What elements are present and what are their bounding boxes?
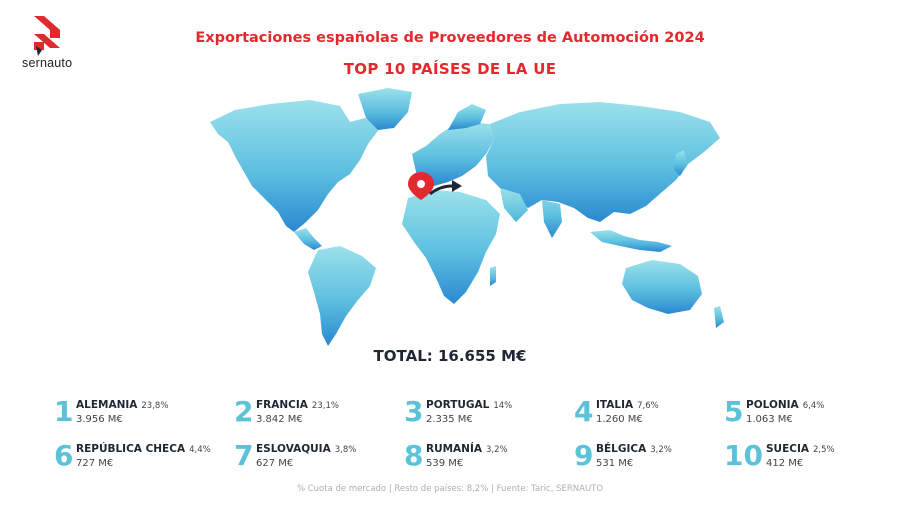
country-share: 3,2%: [486, 445, 508, 455]
japan-shape: [674, 150, 688, 176]
country-name-line: REPÚBLICA CHECA 4,4%: [76, 443, 211, 455]
country-name-line: RUMANÍA 3,2%: [426, 443, 508, 455]
country-value: 1.260 M€: [596, 414, 643, 425]
country-name-line: ITALIA 7,6%: [596, 399, 659, 411]
country-rank: 10: [724, 439, 763, 472]
country-value: 539 M€: [426, 458, 464, 469]
country-share: 2,5%: [813, 445, 835, 455]
australia-shape: [622, 260, 702, 314]
country-rank: 6: [54, 439, 74, 472]
brand-name: sernauto: [22, 56, 73, 70]
country-rank: 8: [404, 439, 424, 472]
country-name: REPÚBLICA CHECA: [76, 443, 186, 455]
country-name-line: ESLOVAQUIA 3,8%: [256, 443, 356, 455]
country-rank: 5: [724, 395, 744, 428]
sernauto-logo-icon: [34, 16, 60, 56]
country-name-line: SUECIA 2,5%: [766, 443, 835, 455]
country-rank: 9: [574, 439, 594, 472]
page-title: Exportaciones españolas de Proveedores d…: [195, 30, 705, 46]
country-name: ITALIA: [596, 399, 634, 411]
export-arrow-icon: [429, 180, 462, 196]
country-value: 412 M€: [766, 458, 804, 469]
world-map: [210, 88, 724, 346]
new-zealand-shape: [714, 306, 724, 328]
country-share: 23,8%: [141, 401, 169, 411]
country-share: 14%: [493, 401, 513, 411]
asia-shape: [486, 102, 720, 222]
country-share: 3,2%: [650, 445, 672, 455]
country-share: 3,8%: [334, 445, 357, 455]
country-name-line: PORTUGAL 14%: [426, 399, 512, 411]
country-rank: 4: [574, 395, 594, 428]
africa-shape: [402, 190, 500, 304]
country-value: 1.063 M€: [746, 414, 793, 425]
country-name: SUECIA: [766, 443, 809, 455]
country-name-line: ALEMANIA 23,8%: [76, 399, 168, 411]
south-america-shape: [308, 246, 376, 346]
country-name-line: POLONIA 6,4%: [746, 399, 824, 411]
country-rank: 3: [404, 395, 424, 428]
indonesia-shape: [590, 230, 672, 252]
europe-shape: [412, 122, 494, 186]
country-rank: 2: [234, 395, 254, 428]
south-asia-shape: [500, 188, 562, 238]
country-share: 6,4%: [802, 401, 825, 411]
page-subtitle: TOP 10 PAÍSES DE LA UE: [343, 60, 557, 78]
sernauto-logo: sernauto: [22, 16, 82, 74]
country-share: 23,1%: [311, 401, 339, 411]
greenland-shape: [358, 88, 412, 130]
country-value: 727 M€: [76, 458, 114, 469]
north-america-shape: [210, 100, 380, 232]
country-rank: 7: [234, 439, 254, 472]
country-name: POLONIA: [746, 399, 799, 411]
total-exports: TOTAL: 16.655 M€: [373, 347, 527, 365]
country-share: 7,6%: [637, 401, 659, 411]
country-value: 531 M€: [596, 458, 634, 469]
country-rank: 1: [54, 395, 74, 428]
map-pin-icon: [408, 172, 434, 200]
country-name: ALEMANIA: [76, 399, 138, 411]
footnote: % Cuota de mercado | Resto de países: 8,…: [296, 484, 604, 494]
country-name: FRANCIA: [256, 399, 308, 411]
country-value: 2.335 M€: [426, 414, 473, 425]
country-name-line: FRANCIA 23,1%: [256, 399, 339, 411]
central-america-shape: [294, 228, 322, 250]
madagascar-shape: [490, 266, 496, 286]
country-name-line: BÉLGICA 3,2%: [596, 443, 672, 455]
continents: [210, 88, 724, 346]
scandinavia-shape: [448, 104, 486, 130]
country-name: PORTUGAL: [426, 399, 490, 411]
country-value: 3.842 M€: [256, 414, 303, 425]
country-name: ESLOVAQUIA: [256, 443, 331, 455]
country-name: BÉLGICA: [596, 443, 647, 455]
country-share: 4,4%: [189, 445, 211, 455]
country-name: RUMANÍA: [426, 443, 483, 455]
country-value: 3.956 M€: [76, 414, 123, 425]
country-value: 627 M€: [256, 458, 294, 469]
